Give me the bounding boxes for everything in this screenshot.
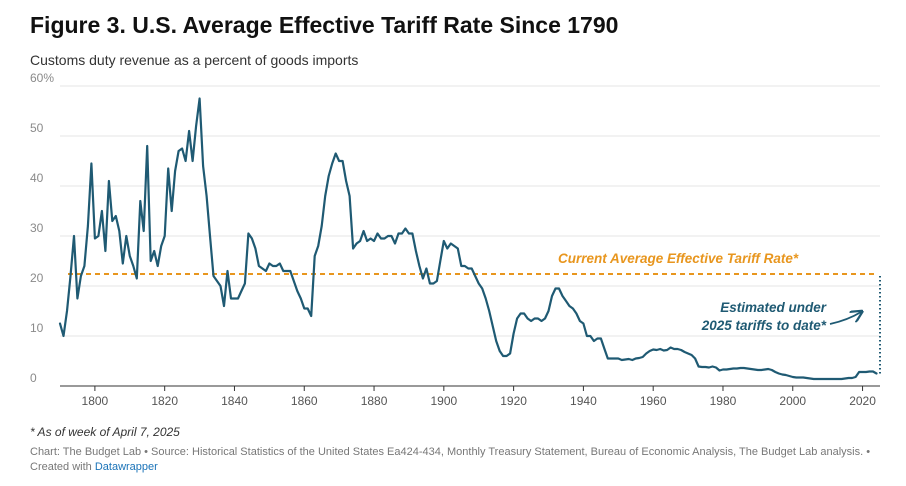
x-tick-label: 1860 xyxy=(291,394,318,408)
estimate-arrow xyxy=(829,312,861,325)
y-tick-label: 20 xyxy=(30,271,44,285)
y-axis-labels: 60% 50 40 30 20 10 0 xyxy=(30,71,54,385)
x-tick-label: 2020 xyxy=(849,394,876,408)
y-tick-label: 30 xyxy=(30,221,44,235)
x-tick-label: 1920 xyxy=(500,394,527,408)
source-credit: Chart: The Budget Lab • Source: Historic… xyxy=(30,445,880,475)
y-tick-label: 0 xyxy=(30,371,37,385)
x-tick-label: 1980 xyxy=(710,394,737,408)
x-tick-label: 1840 xyxy=(221,394,248,408)
reference-line-label: Current Average Effective Tariff Rate* xyxy=(558,251,799,266)
x-tick-label: 1880 xyxy=(361,394,388,408)
chart-title: Figure 3. U.S. Average Effective Tariff … xyxy=(30,12,619,38)
x-tick-label: 1940 xyxy=(570,394,597,408)
y-tick-label: 10 xyxy=(30,321,44,335)
datawrapper-link[interactable]: Datawrapper xyxy=(94,461,158,473)
gridlines xyxy=(60,85,880,387)
x-tick-label: 2000 xyxy=(779,394,806,408)
reference-line-group: Current Average Effective Tariff Rate* xyxy=(68,251,878,275)
y-tick-label: 50 xyxy=(30,121,44,135)
footnote: * As of week of April 7, 2025 xyxy=(30,425,180,439)
y-tick-label: 40 xyxy=(30,171,44,185)
x-tick-label: 1820 xyxy=(151,394,178,408)
estimate-label-line: 2025 tariffs to date* xyxy=(701,318,827,333)
x-axis-labels: 1800 1820 1840 1860 1880 1900 1920 1940 1960 1980… xyxy=(82,386,876,408)
x-tick-label: 1960 xyxy=(640,394,667,408)
estimate-label-line: Estimated under xyxy=(720,300,827,315)
x-tick-label: 1900 xyxy=(430,394,457,408)
chart-subtitle: Customs duty revenue as a percent of goo… xyxy=(30,52,359,68)
source-credit-text: Chart: The Budget Lab • Source: Historic… xyxy=(30,446,871,473)
x-tick-label: 1800 xyxy=(82,394,109,408)
annotation-group: Estimated under 2025 tariffs to date* xyxy=(701,274,881,374)
series-group xyxy=(58,97,878,381)
series-line xyxy=(58,97,878,381)
y-tick-label: 60% xyxy=(30,71,54,85)
